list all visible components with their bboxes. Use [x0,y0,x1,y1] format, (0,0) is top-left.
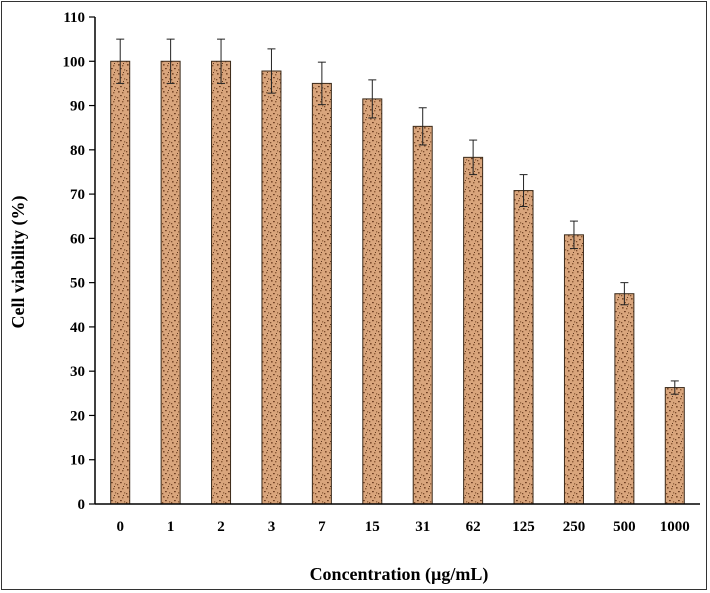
y-tick-label: 110 [63,10,85,26]
bar [664,387,685,505]
bar [110,60,131,505]
error-bar [670,380,679,395]
y-tick-label: 30 [70,364,85,380]
error-bar [267,48,276,94]
error-bar [317,61,326,106]
bar [563,234,584,505]
error-bar [116,38,125,84]
y-tick-label: 20 [70,408,85,424]
y-tick-label: 60 [70,231,85,247]
error-bar [519,174,528,207]
bar [261,70,282,505]
x-tick-label: 3 [268,519,276,535]
bar [311,82,332,505]
x-tick-label: 15 [365,519,380,535]
error-bar [418,107,427,146]
x-tick-label: 0 [116,519,124,535]
error-bar [166,38,175,84]
x-tick-label: 1 [167,519,175,535]
x-axis-title: Concentration (µg/mL) [310,564,489,585]
y-tick-label: 0 [78,497,86,513]
bar [362,98,383,505]
bar [160,60,181,505]
y-axis-title: Cell viability (%) [8,196,29,329]
x-tick-label: 2 [217,519,225,535]
y-axis: 0 10 20 30 40 50 60 70 80 90 100 110 [63,10,96,513]
y-tick-label: 40 [70,320,85,336]
error-bar [469,139,478,176]
x-tick-label: 1000 [660,519,690,535]
x-tick-label: 31 [415,519,430,535]
y-tick-label: 80 [70,143,85,159]
y-tick-label: 100 [63,54,86,70]
x-tick-label: 125 [512,519,535,535]
bar [211,60,232,505]
y-tick-label: 50 [70,276,85,292]
y-tick-label: 70 [70,187,85,203]
x-axis: 0 1 2 3 7 15 31 62 125 250 500 1000 [95,503,700,535]
x-tick-label: 62 [466,519,481,535]
error-bar [620,282,629,306]
x-tick-label: 250 [563,519,586,535]
bar [463,156,484,505]
y-tick-label: 10 [70,453,85,469]
bar [513,190,534,505]
bar [614,293,635,505]
error-bar [569,220,578,250]
x-tick-label: 500 [613,519,636,535]
bar [412,125,433,505]
y-tick-label: 90 [70,99,85,115]
plot-area [110,38,685,505]
x-tick-label: 7 [318,519,326,535]
error-bar [368,79,377,119]
error-bar [217,38,226,84]
